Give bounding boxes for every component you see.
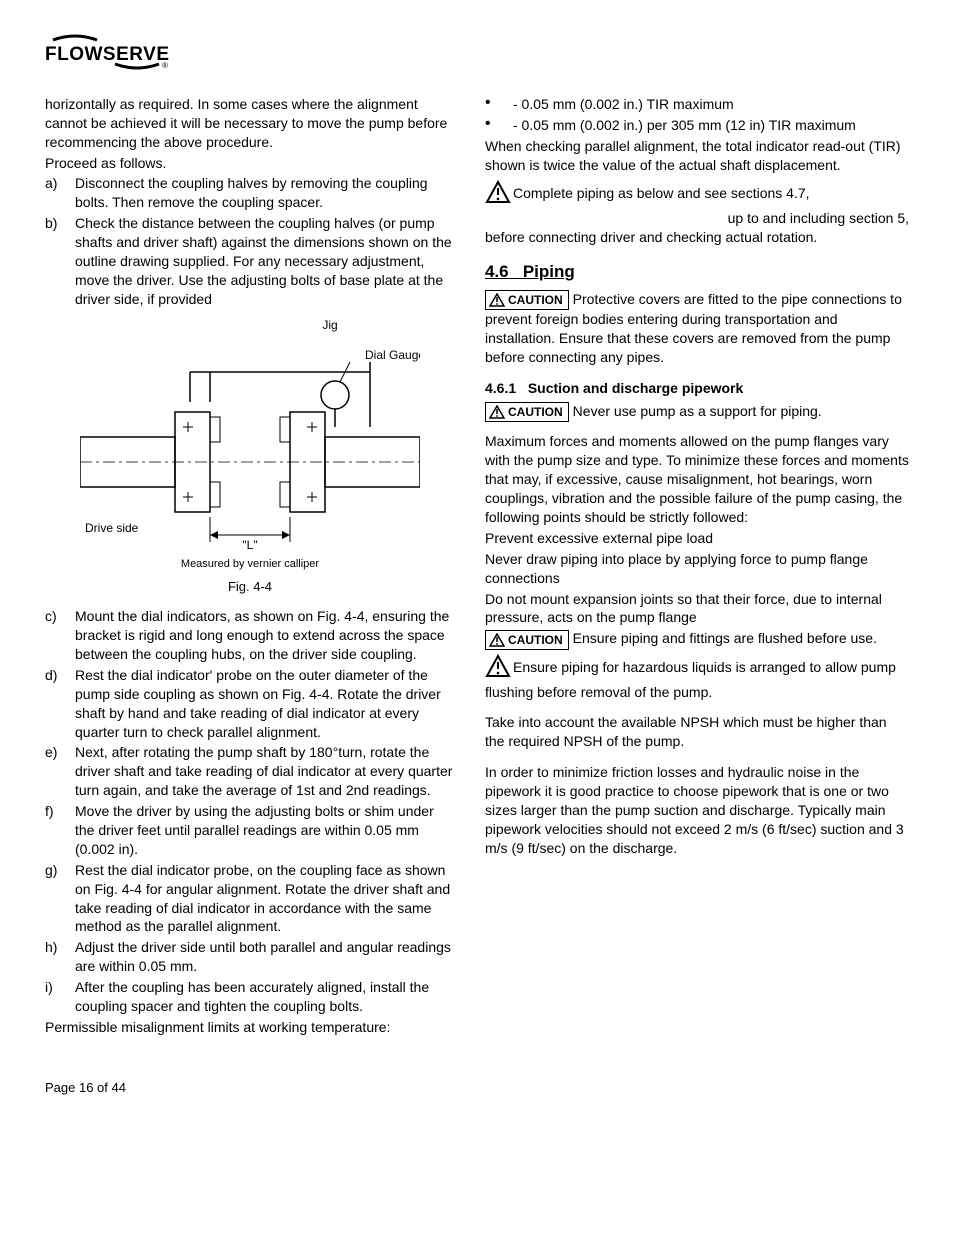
item-d: d) Rest the dial indicator' probe on the…: [45, 666, 455, 742]
caution2-text: Never use pump as a support for piping.: [573, 403, 822, 419]
page-footer: Page 16 of 44: [45, 1079, 909, 1097]
forces-3: Do not mount expansion joints so that th…: [485, 590, 909, 628]
bullet-dot: •: [485, 95, 509, 114]
figure-4-4: Jig Dial Gauge: [45, 317, 455, 596]
item-h: h) Adjust the driver side until both par…: [45, 938, 455, 976]
svg-text:"L": "L": [242, 538, 257, 552]
marker-i: i): [45, 978, 75, 1016]
item-i: i) After the coupling has been accuratel…: [45, 978, 455, 1016]
bullet-1: • - 0.05 mm (0.002 in.) TIR maximum: [485, 95, 909, 114]
marker-a: a): [45, 174, 75, 212]
friction-paragraph: In order to minimize friction losses and…: [485, 763, 909, 857]
bullet-2: • - 0.05 mm (0.002 in.) per 305 mm (12 i…: [485, 116, 909, 135]
proceed-line: Proceed as follows.: [45, 154, 455, 173]
item-b: b) Check the distance between the coupli…: [45, 214, 455, 308]
tir-note: When checking parallel alignment, the to…: [485, 137, 909, 175]
warning-block-1: Complete piping as below and see section…: [485, 180, 909, 247]
logo: FLOWSERVE ®: [45, 30, 909, 77]
svg-text:Dial Gauge: Dial Gauge: [365, 348, 420, 362]
flowserve-logo-svg: FLOWSERVE ®: [45, 30, 175, 72]
marker-d: d): [45, 666, 75, 742]
svg-text:Measured by vernier calliper: Measured by vernier calliper: [181, 558, 320, 570]
caution-badge: CAUTION: [485, 290, 569, 310]
forces-1: Prevent excessive external pipe load: [485, 529, 909, 548]
subsection-4-6-1-heading: 4.6.1 Suction and discharge pipework: [485, 379, 909, 398]
caution-badge: CAUTION: [485, 630, 569, 650]
warning-triangle-icon: [485, 654, 511, 683]
svg-text:Jig: Jig: [322, 318, 337, 332]
warn1-text-a: Complete piping as below and see section…: [513, 186, 810, 202]
svg-text:FLOWSERVE: FLOWSERVE: [45, 44, 170, 65]
forces-2: Never draw piping into place by applying…: [485, 550, 909, 588]
warn1-text-b: up to and including section 5,: [485, 209, 909, 228]
marker-e: e): [45, 743, 75, 800]
svg-text:Drive side: Drive side: [85, 521, 139, 535]
caution3-text: Ensure piping and fittings are flushed b…: [573, 630, 877, 646]
svg-text:®: ®: [162, 61, 168, 70]
item-e: e) Next, after rotating the pump shaft b…: [45, 743, 455, 800]
caution-2-block: CAUTION Never use pump as a support for …: [485, 402, 909, 422]
warn2-text: Ensure piping for hazardous liquids is a…: [485, 659, 896, 700]
item-a: a) Disconnect the coupling halves by rem…: [45, 174, 455, 212]
section-4-6-heading: 4.6 Piping: [485, 261, 909, 284]
item-f: f) Move the driver by using the adjustin…: [45, 802, 455, 859]
two-column-layout: horizontally as required. In some cases …: [45, 95, 909, 1039]
alignment-diagram: Jig Dial Gauge: [80, 317, 420, 572]
warn1-text-c: before connecting driver and checking ac…: [485, 228, 909, 247]
marker-h: h): [45, 938, 75, 976]
bullet-dot: •: [485, 116, 509, 135]
left-column: horizontally as required. In some cases …: [45, 95, 455, 1039]
warning-triangle-icon: [485, 180, 511, 209]
right-column: • - 0.05 mm (0.002 in.) TIR maximum • - …: [485, 95, 909, 1039]
marker-b: b): [45, 214, 75, 308]
npsh-paragraph: Take into account the available NPSH whi…: [485, 713, 909, 751]
caution-badge: CAUTION: [485, 402, 569, 422]
item-g: g) Rest the dial indicator probe, on the…: [45, 861, 455, 937]
item-c: c) Mount the dial indicators, as shown o…: [45, 607, 455, 664]
figure-caption: Fig. 4-4: [45, 578, 455, 596]
marker-g: g): [45, 861, 75, 937]
intro-paragraph: horizontally as required. In some cases …: [45, 95, 455, 152]
caution-1-block: CAUTION Protective covers are fitted to …: [485, 290, 909, 367]
warning-block-2: Ensure piping for hazardous liquids is a…: [485, 654, 909, 702]
forces-intro: Maximum forces and moments allowed on th…: [485, 432, 909, 526]
caution-3-block: CAUTION Ensure piping and fittings are f…: [485, 629, 909, 649]
marker-c: c): [45, 607, 75, 664]
marker-f: f): [45, 802, 75, 859]
permissible-line: Permissible misalignment limits at worki…: [45, 1018, 455, 1037]
